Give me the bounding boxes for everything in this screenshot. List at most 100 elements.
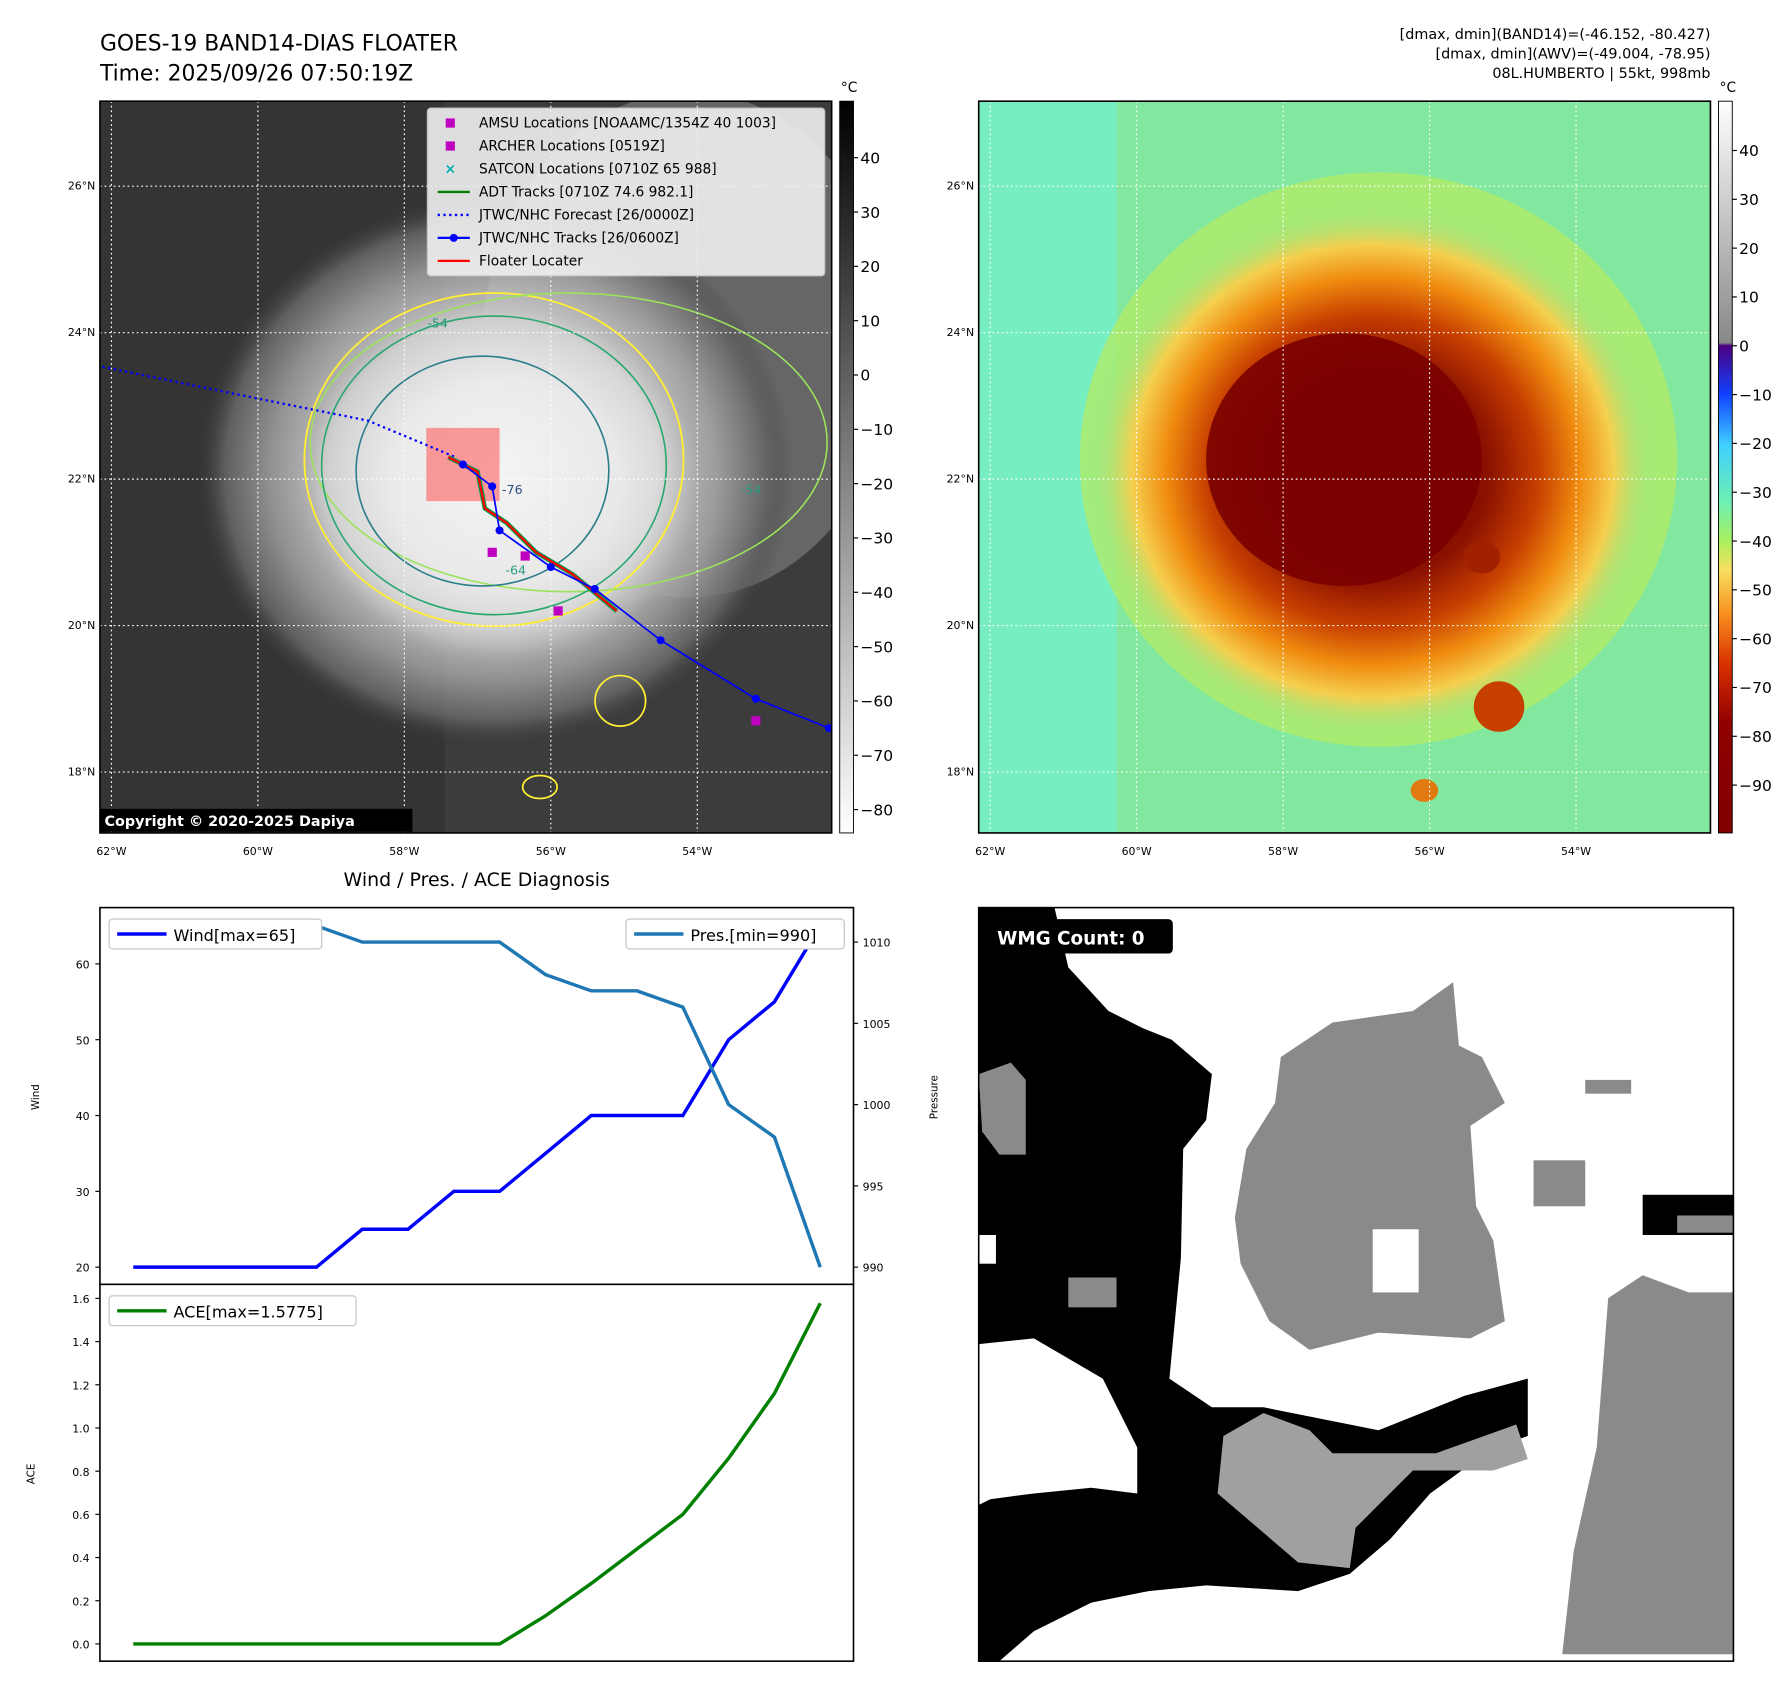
colorbar-tick-label: −10: [1739, 386, 1772, 404]
jtwc-track-point: [825, 724, 832, 733]
legend-label: ACE[max=1.5775]: [173, 1303, 322, 1322]
ace-ytick-label: 0.2: [72, 1595, 89, 1608]
wind-legend: Wind[max=65]: [108, 918, 323, 950]
colorbar-tick-label: −80: [1739, 728, 1772, 746]
legend-entry: JTWC/NHC Forecast [26/0000Z]: [437, 208, 694, 224]
lat-tick-label: 26°N: [68, 180, 95, 193]
contour-label: -54: [741, 482, 762, 497]
colorbar-tick-label: −40: [860, 584, 893, 602]
legend-label: ARCHER Locations [0519Z]: [479, 139, 665, 155]
colorbar-tick-label: 20: [860, 258, 880, 276]
jtwc-track-point: [488, 482, 497, 491]
lon-tick-label: 58°W: [389, 845, 419, 858]
colorbar-tick-label: 10: [860, 312, 880, 330]
lon-tick-label: 58°W: [1268, 845, 1298, 858]
stats-awv: [dmax, dmin](AWV)=(-49.004, -78.95): [1435, 47, 1710, 63]
wmg-count-label: WMG Count: 0: [997, 928, 1144, 949]
colorbar-tick-label: −20: [1739, 435, 1772, 453]
wind-ytick-label: 50: [76, 1034, 90, 1047]
colorbar-tick-label: 0: [860, 367, 870, 385]
lat-tick-label: 22°N: [68, 473, 95, 486]
contour-label: -76: [502, 482, 523, 497]
colorbar-tick-label: −60: [1739, 630, 1772, 648]
pressure-ytick-label: 995: [863, 1180, 884, 1193]
jtwc-track-point: [590, 584, 599, 593]
colorbar-tick-label: 20: [1739, 240, 1759, 258]
lat-tick-label: 26°N: [947, 180, 975, 193]
ace-legend: ACE[max=1.5775]: [108, 1295, 357, 1327]
chart-title: Wind / Pres. / ACE Diagnosis: [344, 869, 610, 891]
lon-tick-label: 62°W: [975, 845, 1005, 858]
legend-label: Floater Locater: [479, 253, 583, 269]
ace-axes: [99, 1283, 855, 1662]
contour-label: -54: [427, 316, 448, 331]
legend-label: Pres.[min=990]: [690, 926, 816, 945]
awv-map-right[interactable]: [978, 92, 1726, 839]
ace-axis-label: ACE: [25, 1464, 37, 1485]
wmg-region-gray-4: [978, 1062, 1026, 1155]
colorbar-tick-label: −10: [860, 421, 893, 439]
wmg-frame: [977, 906, 1735, 1662]
legend-label: JTWC/NHC Tracks [26/0600Z]: [478, 230, 679, 246]
legend-entry: Floater Locater: [437, 253, 583, 269]
lat-tick-label: 20°N: [947, 619, 975, 632]
colorbar-tick-label: −70: [860, 747, 893, 765]
ace-ytick-label: 0.4: [72, 1552, 89, 1565]
square-marker-icon: [445, 118, 455, 128]
map-left-frame: [99, 100, 833, 834]
wind-pressure-axes: [99, 906, 855, 1286]
colorbar-tick-label: −30: [860, 530, 893, 548]
ace-ytick-label: 0.8: [72, 1466, 89, 1479]
storm-info: 08L.HUMBERTO | 55kt, 998mb: [1492, 66, 1710, 82]
wmg-region-gray-3: [1217, 1413, 1528, 1569]
jtwc-track-point: [656, 636, 665, 645]
jtwc-track-point: [495, 526, 504, 535]
colorbar-left: [839, 100, 854, 834]
colorbar-tick-label: 0: [1739, 338, 1749, 356]
wind-ytick-label: 60: [76, 958, 90, 971]
copyright-text: Copyright © 2020-2025 Dapiya: [105, 814, 355, 830]
ace-ytick-label: 1.4: [72, 1336, 89, 1349]
lat-tick-label: 20°N: [68, 619, 95, 632]
colorbar-tick-label: −80: [860, 801, 893, 819]
ace-ytick-label: 0.6: [72, 1509, 89, 1522]
floater-track: [447, 456, 618, 612]
figure-title: GOES-19 BAND14-DIAS FLOATER: [100, 32, 458, 57]
legend-label: JTWC/NHC Forecast [26/0000Z]: [478, 208, 694, 224]
jtwc-track-point: [458, 460, 467, 469]
legend-entry: ADT Tracks [0710Z 74.6 982.1]: [437, 185, 693, 201]
ace-ytick-label: 1.6: [72, 1293, 89, 1306]
lat-tick-label: 22°N: [947, 473, 975, 486]
legend-label: SATCON Locations [0710Z 65 988]: [479, 162, 717, 178]
legend-label: ADT Tracks [0710Z 74.6 982.1]: [479, 185, 693, 201]
colorbar-tick-label: −20: [860, 475, 893, 493]
amsu-location-marker: [487, 547, 497, 557]
pressure-ytick-label: 1005: [863, 1018, 891, 1031]
wmg-count-badge: WMG Count: 0: [984, 919, 1173, 954]
legend-entry: ARCHER Locations [0519Z]: [445, 139, 665, 155]
pressure-ytick-label: 1000: [863, 1099, 891, 1112]
colorbar-tick-label: −50: [1739, 582, 1772, 600]
legend-entry: × SATCON Locations [0710Z 65 988]: [445, 162, 717, 178]
wind-ytick-label: 40: [76, 1110, 90, 1123]
wmg-region-white: [978, 1338, 1138, 1505]
lat-tick-label: 18°N: [68, 766, 95, 779]
lat-tick-label: 24°N: [68, 326, 95, 339]
lon-tick-label: 60°W: [1122, 845, 1152, 858]
colorbar-tick-label: 40: [860, 149, 880, 167]
figure-time: Time: 2025/09/26 07:50:19Z: [99, 62, 413, 87]
legend-entry: AMSU Locations [NOAAMC/1354Z 40 1003]: [445, 116, 776, 132]
jtwc-track-point: [546, 562, 555, 572]
ace-ytick-label: 0.0: [72, 1639, 89, 1652]
ace-ytick-label: 1.0: [72, 1423, 89, 1436]
colorbar-tick-label: −70: [1739, 679, 1772, 697]
pressure-axis-label: Pressure: [928, 1075, 940, 1119]
wmg-region-gray: [1234, 982, 1505, 1350]
contour-label: -64: [505, 562, 526, 577]
colorbar-tick-label: 40: [1739, 142, 1759, 160]
legend-label: Wind[max=65]: [173, 926, 295, 945]
wmg-region-gray-2: [1562, 1275, 1734, 1655]
lon-tick-label: 56°W: [536, 845, 566, 858]
pressure-ytick-label: 1010: [863, 937, 891, 950]
